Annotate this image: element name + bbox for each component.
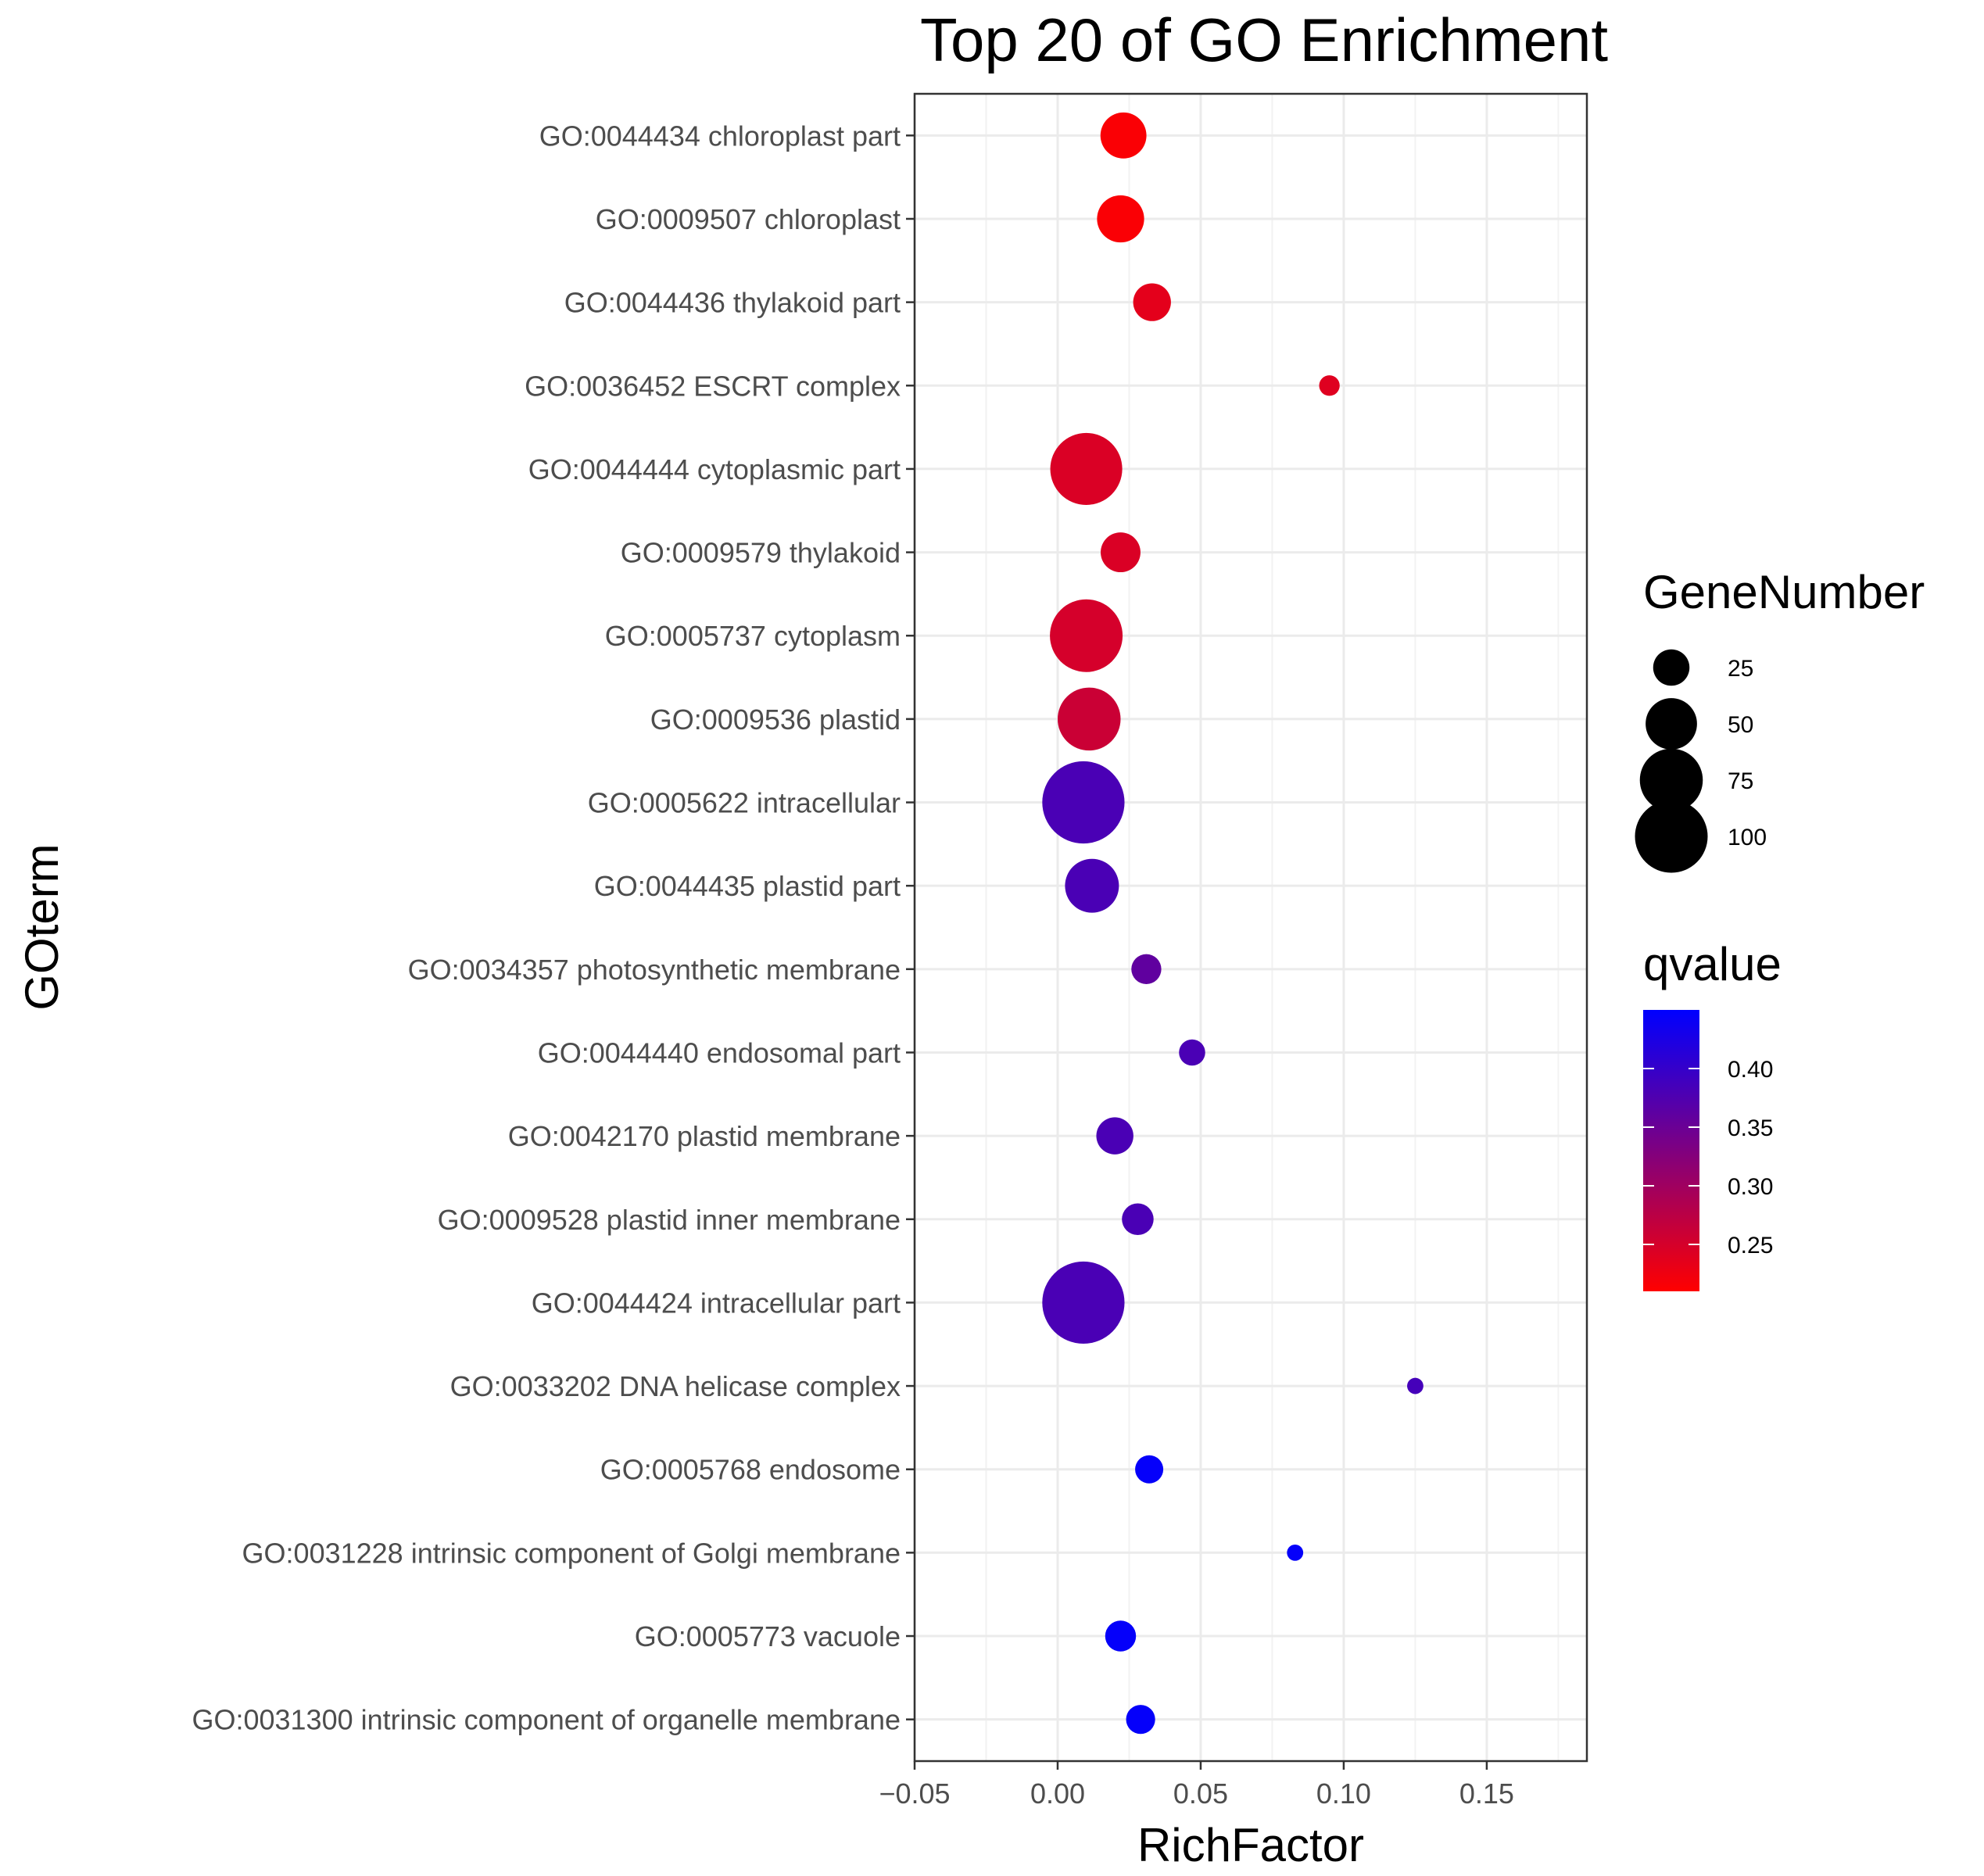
colorbar-label: 0.25 xyxy=(1728,1233,1773,1258)
colorbar-label: 0.35 xyxy=(1728,1115,1773,1141)
data-point xyxy=(1319,375,1340,396)
colorbar-ticks: 0.25 0.30 0.35 0.40 xyxy=(1643,1057,1773,1258)
y-axis: GO:0044434 chloroplast part GO:0009507 ch… xyxy=(192,120,915,1736)
data-point xyxy=(1050,599,1123,672)
y-tick-label: GO:0005773 vacuole xyxy=(635,1620,901,1652)
x-tick-label: 0.00 xyxy=(1030,1778,1085,1810)
x-axis: −0.05 0.00 0.05 0.10 0.15 xyxy=(879,1761,1514,1810)
size-legend: GeneNumber 25 50 75 100 xyxy=(1635,566,1925,873)
data-point xyxy=(1097,195,1144,243)
size-legend-label: 75 xyxy=(1728,768,1753,794)
y-tick-label: GO:0036452 ESCRT complex xyxy=(525,370,901,402)
y-tick-label: GO:0044424 intracellular part xyxy=(532,1287,901,1319)
data-point xyxy=(1100,112,1147,159)
data-point xyxy=(1096,1117,1133,1155)
data-point xyxy=(1407,1377,1424,1394)
x-tick-label: 0.05 xyxy=(1173,1778,1228,1810)
y-tick-label: GO:0044434 chloroplast part xyxy=(539,120,901,152)
y-tick-label: GO:0031228 intrinsic component of Golgi … xyxy=(242,1537,901,1569)
y-tick-label: GO:0009528 plastid inner membrane xyxy=(438,1204,901,1236)
size-legend-label: 100 xyxy=(1728,825,1767,850)
data-point xyxy=(1105,1620,1137,1652)
size-legend-key xyxy=(1635,800,1708,873)
data-points xyxy=(1042,112,1424,1735)
data-point xyxy=(1065,858,1119,913)
plot-border xyxy=(913,92,1588,1763)
size-legend-key xyxy=(1653,649,1690,686)
x-tick-label: 0.15 xyxy=(1459,1778,1514,1810)
y-tick-label: GO:0044440 endosomal part xyxy=(538,1036,901,1069)
data-point xyxy=(1042,761,1125,844)
data-point xyxy=(1287,1544,1304,1561)
y-tick-label: GO:0005768 endosome xyxy=(600,1454,901,1486)
y-tick-label: GO:0034357 photosynthetic membrane xyxy=(408,954,901,986)
data-point xyxy=(1050,432,1123,505)
y-tick-label: GO:0044435 plastid part xyxy=(594,870,901,902)
size-legend-label: 50 xyxy=(1728,712,1753,738)
data-point xyxy=(1057,687,1121,751)
x-axis-label: RichFactor xyxy=(1137,1819,1364,1871)
y-tick-label: GO:0005622 intracellular xyxy=(588,787,901,819)
y-tick-label: GO:0044444 cytoplasmic part xyxy=(528,453,901,485)
x-tick-label: 0.10 xyxy=(1316,1778,1371,1810)
colorbar xyxy=(1643,1010,1699,1291)
plot-panel xyxy=(915,94,1587,1761)
y-tick-label: GO:0033202 DNA helicase complex xyxy=(450,1370,901,1402)
data-point xyxy=(1101,532,1141,573)
x-tick-label: −0.05 xyxy=(879,1778,950,1810)
data-point xyxy=(1126,1705,1155,1735)
y-tick-label: GO:0005737 cytoplasm xyxy=(605,620,901,652)
data-point xyxy=(1179,1039,1205,1066)
chart-title: Top 20 of GO Enrichment xyxy=(920,5,1608,74)
size-legend-key xyxy=(1646,698,1697,750)
y-tick-label: GO:0009507 chloroplast xyxy=(596,203,901,235)
data-point xyxy=(1135,1455,1164,1484)
data-point xyxy=(1133,283,1171,321)
y-tick-label: GO:0009536 plastid xyxy=(650,704,901,736)
size-legend-label: 25 xyxy=(1728,656,1753,682)
y-tick-label: GO:0042170 plastid membrane xyxy=(508,1120,901,1152)
data-point xyxy=(1042,1261,1125,1344)
y-tick-label: GO:0009579 thylakoid xyxy=(621,537,901,569)
y-tick-label: GO:0031300 intrinsic component of organe… xyxy=(192,1704,901,1736)
colorbar-label: 0.30 xyxy=(1728,1174,1773,1200)
size-legend-items: 25 50 75 100 xyxy=(1635,649,1767,873)
size-legend-key xyxy=(1639,748,1703,812)
color-legend: qvalue 0.25 0.30 0.35 0.40 xyxy=(1643,938,1782,1291)
colorbar-label: 0.40 xyxy=(1728,1057,1773,1083)
grid-lines xyxy=(913,94,1587,1761)
y-tick-label: GO:0044436 thylakoid part xyxy=(564,287,901,319)
plot-area xyxy=(913,92,1588,1763)
color-legend-title: qvalue xyxy=(1643,938,1782,990)
data-point xyxy=(1122,1203,1154,1236)
size-legend-title: GeneNumber xyxy=(1643,566,1925,618)
y-axis-label: GOterm xyxy=(16,843,68,1010)
data-point xyxy=(1131,954,1162,984)
